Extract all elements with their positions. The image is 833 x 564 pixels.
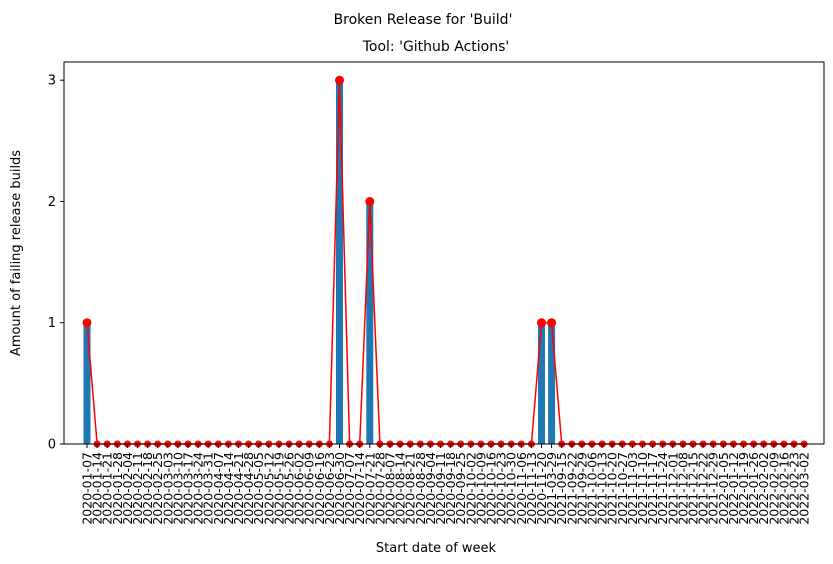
data-point-marker xyxy=(547,318,557,328)
x-tick-label: 2020-10-23 xyxy=(494,452,509,525)
x-tick-label: 2020-05-12 xyxy=(261,452,276,525)
x-tick-label: 2020-07-21 xyxy=(362,452,377,525)
bar xyxy=(538,322,545,444)
x-tick-label: 2021-11-24 xyxy=(655,452,670,525)
x-tick-label: 2020-07-28 xyxy=(372,452,387,525)
x-tick-label: 2022-01-19 xyxy=(736,452,751,525)
x-tick-label: 2020-01-07 xyxy=(80,452,95,525)
x-tick-label: 2020-01-28 xyxy=(110,452,125,525)
x-tick-label: 2020-08-14 xyxy=(393,452,408,525)
x-tick-label: 2020-07-14 xyxy=(352,452,367,525)
data-point-marker xyxy=(82,318,92,328)
x-tick-label: 2021-12-29 xyxy=(706,452,721,525)
x-tick-label: 2022-02-09 xyxy=(766,452,781,525)
x-tick-label: 2020-10-09 xyxy=(473,452,488,525)
y-axis-label: Amount of failing release builds xyxy=(9,150,24,356)
x-tick-label: 2021-10-27 xyxy=(615,452,630,525)
x-tick-label: 2021-10-20 xyxy=(605,452,620,525)
x-tick-label: 2020-11-06 xyxy=(514,452,529,525)
bar xyxy=(548,322,556,444)
x-tick-label: 2020-09-11 xyxy=(433,452,448,525)
x-tick-label: 2020-02-25 xyxy=(150,452,165,525)
x-tick-label: 2020-06-16 xyxy=(312,452,327,525)
x-tick-label: 2020-01-14 xyxy=(90,452,105,525)
y-tick-label: 1 xyxy=(48,316,56,331)
x-tick-label: 2020-02-11 xyxy=(130,452,145,525)
x-tick-label: 2021-11-17 xyxy=(645,452,660,525)
x-tick-label: 2022-01-12 xyxy=(726,452,741,525)
x-tick-label: 2021-12-01 xyxy=(665,452,680,525)
x-tick-label: 2020-06-09 xyxy=(302,452,317,525)
y-tick-label: 0 xyxy=(48,438,56,453)
x-tick-label: 2020-06-23 xyxy=(322,452,337,525)
x-tick-label: 2022-01-26 xyxy=(746,452,761,525)
x-tick-label: 2020-04-21 xyxy=(231,452,246,525)
x-tick-label: 2020-11-13 xyxy=(524,452,539,525)
x-tick-label: 2020-10-16 xyxy=(484,452,499,525)
x-tick-label: 2021-12-15 xyxy=(686,452,701,525)
x-tick-label: 2020-02-18 xyxy=(140,452,155,525)
x-tick-label: 2021-09-29 xyxy=(574,452,589,525)
x-tick-label: 2020-09-25 xyxy=(453,452,468,525)
x-tick-label: 2021-11-10 xyxy=(635,452,650,525)
x-tick-label: 2020-08-21 xyxy=(403,452,418,525)
x-tick-label: 2020-06-30 xyxy=(332,452,347,525)
x-tick-label: 2020-05-26 xyxy=(282,452,297,525)
x-tick-label: 2021-09-15 xyxy=(554,452,569,525)
bar xyxy=(336,80,343,444)
x-tick-label: 2020-05-19 xyxy=(271,452,286,525)
x-tick-label: 2020-03-17 xyxy=(181,452,196,525)
x-tick-label: 2020-04-07 xyxy=(211,452,226,525)
x-tick-label: 2022-02-23 xyxy=(787,452,802,525)
x-tick-label: 2020-11-20 xyxy=(534,452,549,525)
x-tick-label: 2020-03-31 xyxy=(201,452,216,525)
x-tick-label: 2022-02-16 xyxy=(776,452,791,525)
x-tick-label: 2020-03-24 xyxy=(191,452,206,525)
x-tick-label: 2021-10-06 xyxy=(585,452,600,525)
bar xyxy=(366,201,374,444)
bar xyxy=(83,322,91,444)
axes-frame xyxy=(63,61,825,445)
x-axis-label: Start date of week xyxy=(376,541,497,556)
y-axis: 0 1 2 3 xyxy=(48,74,64,453)
x-tick-label: 2020-03-03 xyxy=(160,452,175,525)
data-point-marker xyxy=(537,318,546,328)
x-tick-label: 2021-03-29 xyxy=(544,452,559,525)
x-tick-label: 2020-04-14 xyxy=(221,452,236,525)
x-tick-label: 2020-02-04 xyxy=(120,452,135,525)
x-tick-label: 2021-09-22 xyxy=(564,452,579,525)
data-point-marker xyxy=(365,196,375,206)
x-tick-label: 2022-03-02 xyxy=(797,452,812,525)
x-tick-label: 2020-01-21 xyxy=(100,452,115,525)
x-tick-label: 2020-04-28 xyxy=(241,452,256,525)
x-tick-label: 2020-08-28 xyxy=(413,452,428,525)
y-tick-label: 2 xyxy=(48,195,56,210)
x-tick-label: 2020-10-30 xyxy=(504,452,519,525)
x-axis: 2020-01-072020-01-142020-01-212020-01-28… xyxy=(80,444,812,525)
data-point-marker xyxy=(335,75,344,85)
x-tick-label: 2021-12-22 xyxy=(696,452,711,525)
y-tick-label: 3 xyxy=(48,74,56,89)
bar-group xyxy=(83,80,556,444)
x-tick-label: 2022-02-02 xyxy=(756,452,771,525)
x-tick-label: 2021-11-03 xyxy=(625,452,640,525)
x-tick-label: 2021-12-08 xyxy=(675,452,690,525)
x-tick-label: 2020-09-04 xyxy=(423,452,438,525)
chart-suptitle: Broken Release for 'Build' xyxy=(334,12,513,28)
chart-title: Tool: 'Github Actions' xyxy=(362,39,510,55)
x-tick-label: 2020-06-02 xyxy=(292,452,307,525)
x-tick-label: 2020-05-05 xyxy=(251,452,266,525)
x-tick-label: 2020-09-18 xyxy=(443,452,458,525)
x-tick-label: 2020-08-07 xyxy=(383,452,398,525)
x-tick-label: 2020-10-02 xyxy=(463,452,478,525)
x-tick-label: 2022-01-05 xyxy=(716,452,731,525)
x-tick-label: 2020-03-10 xyxy=(170,452,185,525)
x-tick-label: 2021-10-13 xyxy=(595,452,610,525)
x-tick-label: 2020-07-07 xyxy=(342,452,357,525)
